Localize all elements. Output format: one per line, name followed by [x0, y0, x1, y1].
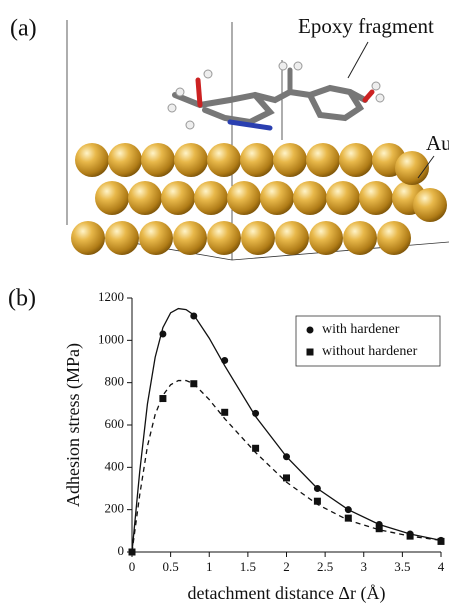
gold-atom — [395, 151, 429, 185]
gold-atom — [105, 221, 139, 255]
y-tick-label: 1000 — [98, 331, 124, 346]
hydrogen — [168, 104, 176, 112]
data-point — [314, 485, 321, 492]
data-point — [283, 453, 290, 460]
panel-label: (b) — [8, 286, 36, 312]
y-tick-label: 1200 — [98, 289, 124, 304]
hydrogen — [294, 62, 302, 70]
bond-oxygen — [365, 92, 372, 100]
data-point — [190, 380, 197, 387]
x-tick-label: 2 — [283, 559, 290, 574]
data-point — [376, 525, 383, 532]
panel-a: (a) Epoxy fragment Au — [10, 14, 449, 260]
data-point — [190, 312, 197, 319]
y-axis-title: Adhesion stress (MPa) — [63, 343, 84, 507]
x-tick-label: 4 — [438, 559, 445, 574]
x-tick-label: 3 — [361, 559, 368, 574]
y-tick-label: 200 — [105, 501, 125, 516]
gold-atom — [241, 221, 275, 255]
hydrogen — [279, 62, 287, 70]
gold-atom — [326, 181, 360, 215]
hydrogen — [176, 88, 184, 96]
x-tick-label: 1.5 — [240, 559, 256, 574]
data-point — [159, 395, 166, 402]
annotation: Epoxy fragment — [298, 14, 434, 38]
x-tick-label: 0 — [129, 559, 136, 574]
data-point — [283, 474, 290, 481]
data-point — [221, 409, 228, 416]
hydrogen — [204, 70, 212, 78]
data-point — [252, 410, 259, 417]
gold-atom — [339, 143, 373, 177]
x-tick-label: 3.5 — [394, 559, 410, 574]
y-tick-label: 800 — [105, 374, 125, 389]
gold-atom — [227, 181, 261, 215]
fit-curve — [132, 381, 441, 552]
panel-label: (a) — [10, 16, 37, 42]
x-tick-label: 0.5 — [163, 559, 179, 574]
leader-line — [348, 42, 368, 78]
gold-atom — [71, 221, 105, 255]
gold-atom — [194, 181, 228, 215]
y-tick-label: 0 — [118, 543, 125, 558]
y-tick-label: 400 — [105, 458, 125, 473]
bond-chain — [175, 88, 365, 105]
gold-atom — [141, 143, 175, 177]
x-tick-label: 2.5 — [317, 559, 333, 574]
gold-atom — [161, 181, 195, 215]
ring — [310, 92, 360, 118]
hydrogen — [186, 121, 194, 129]
bond-oxygen — [198, 80, 200, 105]
gold-atom — [275, 221, 309, 255]
data-point — [129, 549, 136, 556]
legend-marker — [307, 327, 314, 334]
gold-atom — [413, 188, 447, 222]
gold-atom — [359, 181, 393, 215]
x-axis-title: detachment distance Δr (Å) — [188, 583, 386, 604]
gold-atom — [377, 221, 411, 255]
figure: (a) Epoxy fragment Au — [0, 0, 449, 608]
bond-nitrogen — [230, 122, 270, 128]
hydrogen — [376, 94, 384, 102]
data-point — [314, 498, 321, 505]
data-point — [252, 445, 259, 452]
data-point — [407, 533, 414, 540]
legend-label: without hardener — [322, 344, 418, 359]
gold-atom — [309, 221, 343, 255]
legend-marker — [307, 349, 314, 356]
gold-atom — [240, 143, 274, 177]
gold-atom — [95, 181, 129, 215]
data-point — [159, 330, 166, 337]
data-point — [345, 506, 352, 513]
legend-label: with hardener — [322, 322, 400, 337]
x-tick-label: 1 — [206, 559, 213, 574]
gold-atom — [343, 221, 377, 255]
data-point — [438, 538, 445, 545]
gold-atom — [75, 143, 109, 177]
gold-atom — [306, 143, 340, 177]
chart: 0 200 400 600 800 1000 1200 0 0.5 1 1.5 2 2.5 3 3.5 4 de… — [63, 289, 445, 604]
gold-atom — [139, 221, 173, 255]
gold-atom — [173, 221, 207, 255]
gold-atom — [260, 181, 294, 215]
gold-atom — [207, 221, 241, 255]
data-point — [221, 357, 228, 364]
gold-atom — [108, 143, 142, 177]
gold-atom — [174, 143, 208, 177]
data-point — [345, 515, 352, 522]
gold-slab — [71, 143, 447, 255]
hydrogen — [372, 82, 380, 90]
gold-atom — [207, 143, 241, 177]
gold-atom — [293, 181, 327, 215]
gold-atom — [128, 181, 162, 215]
y-tick-label: 600 — [105, 416, 125, 431]
annotation: Au — [426, 131, 449, 155]
gold-atom — [273, 143, 307, 177]
